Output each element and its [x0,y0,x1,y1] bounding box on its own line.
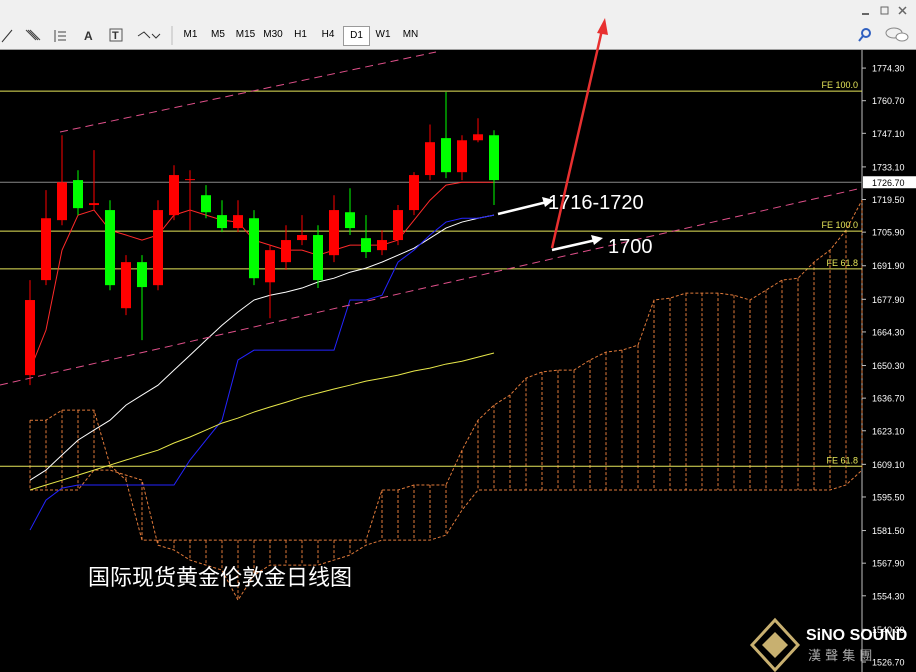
y-tick-label: 1664.30 [872,327,905,337]
y-tick-label: 1636.70 [872,394,905,404]
arrow [497,200,548,216]
candle-body [393,210,403,241]
chat-button-2 [895,32,909,42]
y-tick-label: 1581.50 [872,526,905,536]
candle-body [265,250,275,283]
timeframe-button[interactable]: M15 [235,29,256,40]
annotation: 1716-1720 [548,192,644,214]
y-tick-label: 1705.90 [872,228,905,238]
indicator-line [29,214,495,481]
candle-body [137,262,147,288]
candle-body [73,180,83,209]
candle-body [169,175,179,216]
current-price-label: 1726.70 [872,178,905,188]
y-tick-label: 1774.30 [872,64,905,74]
close-button[interactable] [898,6,907,15]
y-tick-label: 1595.50 [872,492,905,502]
timeframe-button[interactable]: H4 [321,29,335,40]
candle-body [217,215,227,229]
timeframe-button[interactable]: D1 [343,26,370,46]
candle-body [377,240,387,251]
timeframe-button[interactable]: M30 [263,29,283,40]
y-tick-label: 1677.90 [872,295,905,305]
candle-body [89,203,99,206]
text-tool[interactable]: A [84,29,93,43]
logo: SiNO SOUND 漢 聲 集 團 [749,617,907,672]
fe-label: FE 100.0 [821,220,858,230]
annotation: 1700 [608,236,653,258]
candle-body [457,140,467,173]
trend-line [0,187,863,386]
y-tick-label: 1719.50 [872,195,905,205]
y-tick-label: 1567.90 [872,559,905,569]
timeframe-button[interactable]: M1 [183,29,198,40]
candle-body [409,175,419,211]
label-tool[interactable]: T [112,30,119,42]
candle-body [41,218,51,281]
candle-body [153,210,163,286]
candle-body [361,238,371,253]
label-tool-frame [109,28,123,42]
line-tool[interactable] [1,29,13,43]
candle-body [185,179,195,181]
candle-body [57,182,67,221]
candle-body [121,262,131,309]
toolbar-right [858,27,909,42]
candle-body [105,210,115,286]
candle-body [25,300,35,376]
window-controls [862,6,907,15]
fibo-tool[interactable] [54,30,66,42]
search-button[interactable] [861,28,871,38]
indicator-line [29,352,495,491]
candle-body [329,210,339,256]
y-tick-label: 1540.30 [872,625,905,635]
candle-body [233,215,243,229]
logo-mark [749,617,801,672]
candle-body [281,240,291,263]
candle-body [249,218,259,279]
y-tick-label: 1691.90 [872,261,905,271]
logo-mark [762,632,788,658]
indicator-line [29,214,495,531]
timeframe-button[interactable]: H1 [294,29,307,40]
current-price-tag [863,176,916,189]
title-bar [0,0,916,23]
candle-body [313,235,323,281]
fe-label: FE 100.0 [821,80,858,90]
chart-title: 国际现货黄金伦敦金日线图 [88,566,352,591]
toolbar: A T M1 M5 M15 M30 H1 H4 D1 W1 MN [0,22,916,50]
candle-body [425,142,435,176]
y-tick-label: 1733.10 [872,162,905,172]
logo-name: SiNO SOUND [806,627,907,644]
candle-body [201,195,211,213]
y-tick-label: 1747.10 [872,129,905,139]
y-tick-label: 1650.30 [872,361,905,371]
y-tick-label: 1554.30 [872,591,905,601]
timeframe-button[interactable]: W1 [375,29,391,40]
logo-subtitle: 漢 聲 集 團 [808,648,872,664]
candle-body [441,138,451,173]
timeframe-button[interactable]: M5 [211,29,225,40]
y-tick-label: 1609.10 [872,460,905,470]
fe-label: FE 61.8 [826,258,858,268]
y-tick-label: 1760.70 [872,96,905,106]
candle-body [489,135,499,181]
candle-body [473,134,483,141]
candle-body [345,212,355,229]
timeframe-button[interactable]: MN [402,29,419,40]
arrows-tool[interactable] [137,31,161,39]
y-tick-label: 1526.70 [872,658,905,668]
y-tick-label: 1623.10 [872,426,905,436]
candle-body [297,235,307,241]
restore-button[interactable] [880,6,889,15]
search-button-handle [858,35,864,42]
cloud-boundary [30,469,863,602]
fe-label: FE 61.8 [826,455,858,465]
drawing-tools: A T [1,26,173,45]
channel-tool[interactable] [25,29,41,41]
